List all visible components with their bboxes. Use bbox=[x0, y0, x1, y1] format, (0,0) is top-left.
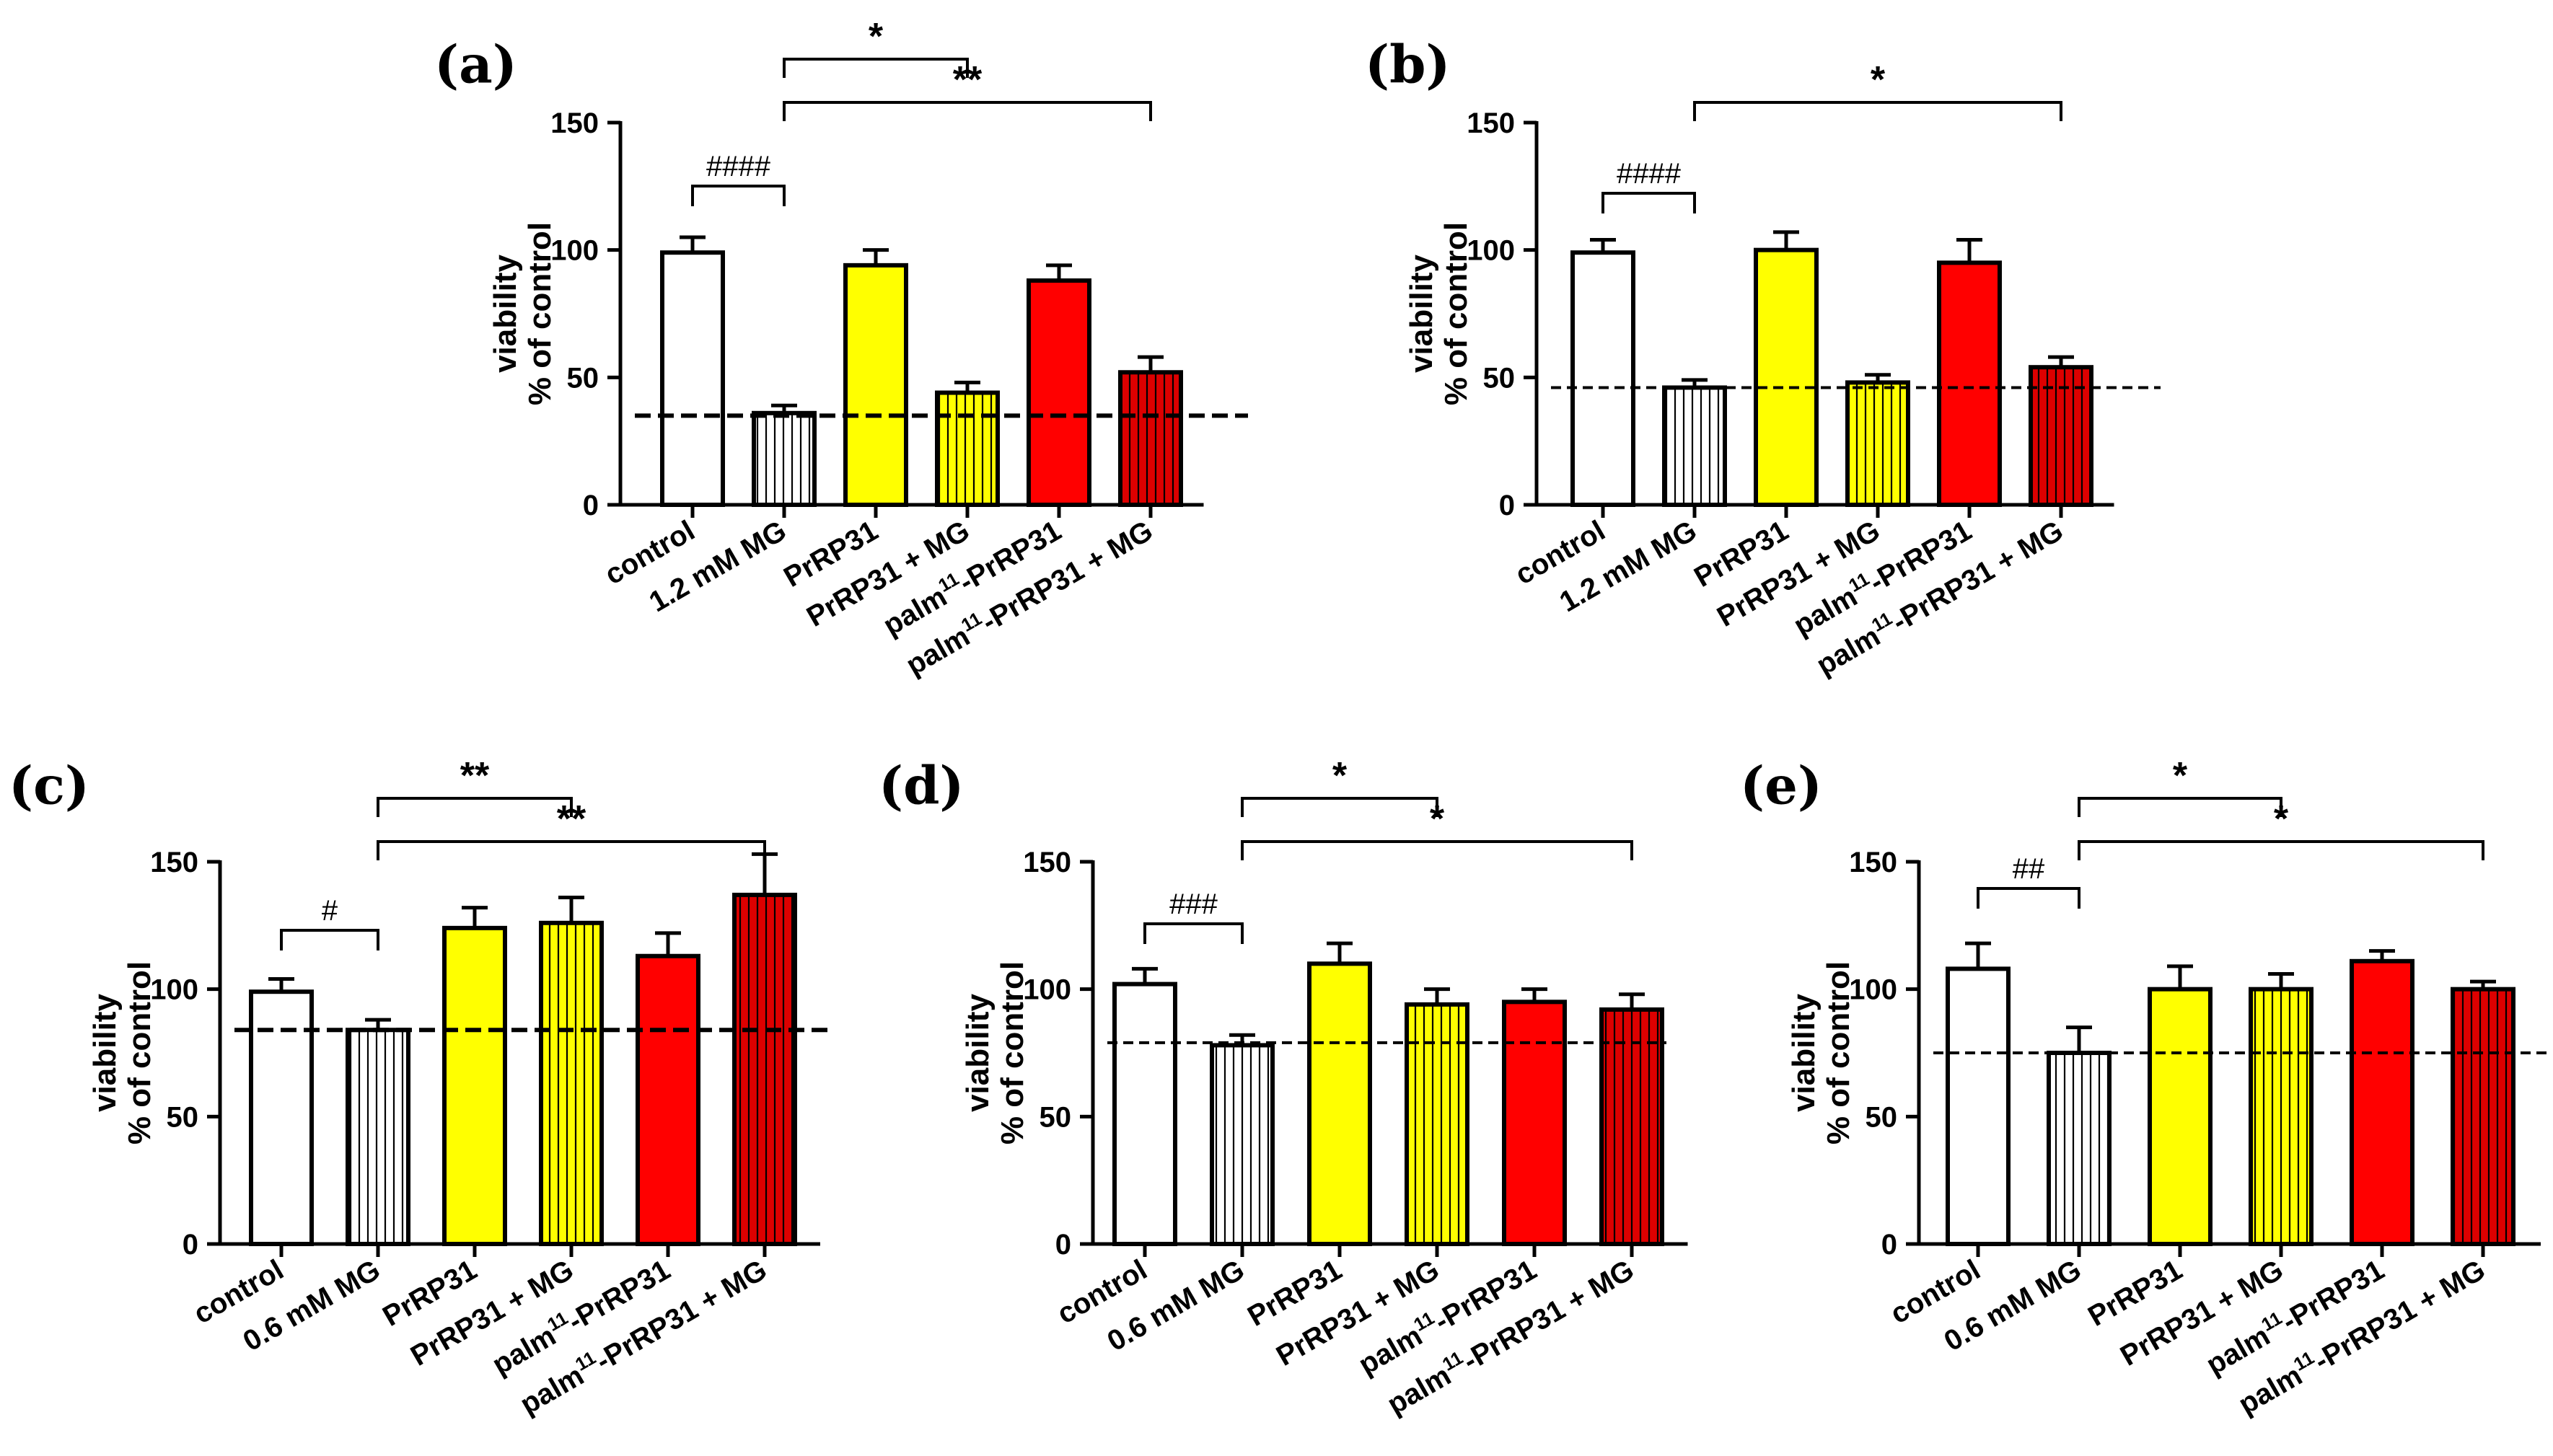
bar bbox=[1115, 984, 1175, 1244]
significance-label: #### bbox=[706, 151, 771, 182]
y-tick-label: 150 bbox=[1023, 847, 1071, 878]
y-tick-label: 50 bbox=[567, 362, 599, 394]
bar-hatch bbox=[348, 1030, 408, 1244]
y-tick-label: 0 bbox=[1499, 490, 1515, 521]
bar bbox=[1029, 281, 1089, 505]
panel-label: (b) bbox=[1365, 33, 1450, 94]
significance-bracket bbox=[1601, 192, 1696, 213]
significance-bracket bbox=[2078, 797, 2282, 817]
y-axis-label: viability bbox=[488, 255, 523, 373]
bar-hatch bbox=[754, 412, 814, 505]
y-tick-label: 150 bbox=[1849, 847, 1897, 878]
panel-label: (d) bbox=[879, 754, 964, 816]
y-tick-label: 50 bbox=[167, 1101, 199, 1133]
bar-hatch bbox=[2453, 989, 2513, 1244]
y-axis-label: % of control bbox=[122, 961, 157, 1144]
bar bbox=[251, 992, 312, 1244]
bar-hatch bbox=[937, 392, 998, 505]
significance-bracket bbox=[1977, 887, 2080, 909]
bar-hatch bbox=[2031, 367, 2091, 505]
significance-bracket bbox=[783, 58, 969, 78]
bar-hatch bbox=[1407, 1004, 1467, 1244]
bar-hatch bbox=[2049, 1053, 2109, 1244]
y-tick-label: 0 bbox=[183, 1229, 198, 1261]
y-axis-label: % of control bbox=[1438, 222, 1474, 405]
bar bbox=[1756, 250, 1816, 505]
significance-label: * bbox=[869, 16, 884, 58]
bar-hatch bbox=[1601, 1009, 1662, 1244]
y-tick-label: 0 bbox=[1055, 1229, 1071, 1261]
significance-label: * bbox=[2173, 755, 2188, 797]
bar-hatch bbox=[734, 894, 795, 1244]
significance-bracket bbox=[1241, 797, 1438, 817]
significance-bracket bbox=[280, 929, 379, 950]
y-axis-label: viability bbox=[960, 994, 996, 1112]
panel-label: (c) bbox=[9, 754, 89, 816]
significance-bracket bbox=[691, 185, 786, 206]
y-tick-label: 150 bbox=[1467, 107, 1515, 139]
y-tick-label: 0 bbox=[1881, 1229, 1897, 1261]
significance-label: ### bbox=[1169, 888, 1218, 920]
y-axis-label: viability bbox=[1786, 994, 1822, 1112]
bar bbox=[444, 927, 505, 1244]
y-tick-label: 0 bbox=[583, 490, 599, 521]
y-tick-label: 150 bbox=[550, 107, 599, 139]
y-tick-label: 100 bbox=[550, 235, 599, 267]
bar-hatch bbox=[1664, 387, 1725, 505]
y-tick-label: 100 bbox=[150, 974, 198, 1006]
bar bbox=[1573, 252, 1633, 505]
bar bbox=[2150, 989, 2210, 1244]
bar-hatch bbox=[541, 922, 602, 1244]
bar bbox=[1309, 963, 1370, 1244]
significance-label: #### bbox=[1617, 158, 1682, 190]
y-tick-label: 50 bbox=[1866, 1101, 1898, 1133]
y-axis-label: viability bbox=[1404, 255, 1439, 373]
y-axis-label: % of control bbox=[995, 961, 1030, 1144]
significance-label: * bbox=[1871, 59, 1886, 101]
bar-hatch bbox=[1847, 382, 1908, 505]
significance-label: ** bbox=[557, 798, 586, 840]
bar bbox=[1504, 1002, 1565, 1244]
significance-bracket bbox=[783, 101, 1152, 121]
y-tick-label: 150 bbox=[150, 847, 198, 878]
panel-label: (a) bbox=[434, 33, 517, 94]
significance-label: * bbox=[1430, 798, 1445, 840]
bar bbox=[2352, 961, 2412, 1244]
y-tick-label: 100 bbox=[1849, 974, 1897, 1006]
y-axis-label: % of control bbox=[522, 222, 558, 405]
bar-hatch bbox=[1120, 372, 1181, 505]
bar bbox=[638, 956, 698, 1244]
significance-bracket bbox=[377, 840, 766, 860]
significance-bracket bbox=[377, 797, 573, 817]
significance-label: # bbox=[322, 895, 338, 927]
bar bbox=[845, 265, 906, 505]
significance-label: * bbox=[2274, 798, 2289, 840]
y-tick-label: 100 bbox=[1023, 974, 1071, 1006]
y-axis-label: viability bbox=[87, 994, 123, 1112]
bar-hatch bbox=[1212, 1045, 1273, 1244]
significance-bracket bbox=[1241, 840, 1633, 860]
y-tick-label: 100 bbox=[1467, 235, 1515, 267]
significance-label: ** bbox=[953, 59, 983, 101]
panel-label: (e) bbox=[1740, 754, 1822, 816]
y-tick-label: 50 bbox=[1040, 1101, 1072, 1133]
y-tick-label: 50 bbox=[1483, 362, 1516, 394]
bar-hatch bbox=[2251, 989, 2311, 1244]
significance-bracket bbox=[1693, 101, 2062, 121]
bar bbox=[662, 252, 723, 505]
y-axis-label: % of control bbox=[1821, 961, 1856, 1144]
significance-label: * bbox=[1332, 755, 1348, 797]
bar bbox=[1948, 969, 2008, 1244]
significance-bracket bbox=[2078, 840, 2484, 860]
significance-bracket bbox=[1143, 922, 1244, 944]
bar bbox=[1939, 262, 2000, 505]
significance-label: ## bbox=[2013, 853, 2045, 885]
significance-label: ** bbox=[460, 755, 490, 797]
